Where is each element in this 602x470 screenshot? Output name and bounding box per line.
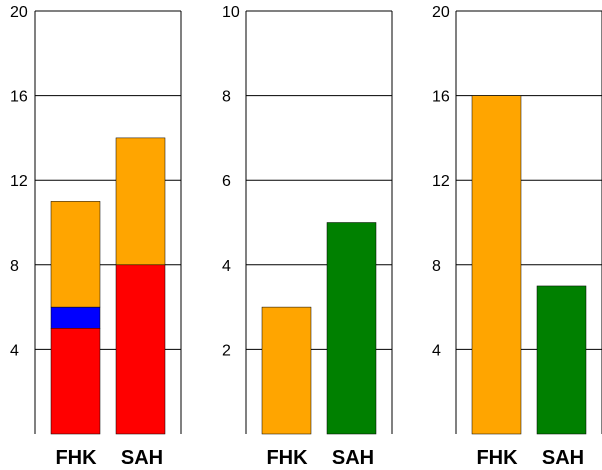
bar-sah-segment-3 [115, 137, 166, 266]
x-category-label-fhk: FHK [266, 447, 308, 469]
bar-sah-segment-1 [326, 222, 377, 435]
y-tick-label-4: 4 [432, 342, 441, 359]
bar-sah-segment-1 [536, 285, 587, 435]
chart-panel-2: 2 4 6 8 10 FHK SAH [222, 4, 393, 469]
y-tick-label-8: 8 [432, 258, 441, 275]
x-category-label-sah: SAH [542, 447, 584, 469]
y-tick-label-16: 16 [10, 89, 28, 106]
y-tick-label-12: 12 [432, 173, 450, 190]
bar-fhk-segment-2 [50, 306, 101, 329]
y-tick-label-20: 20 [432, 4, 450, 21]
x-category-label-fhk: FHK [55, 447, 97, 469]
chart-panel-1: 4 8 12 16 20 FHK SAH [10, 4, 182, 469]
bar-sah-segment-1 [115, 264, 166, 435]
y-tick-label-16: 16 [432, 89, 450, 106]
bar-fhk-segment-1 [50, 328, 101, 435]
x-category-label-fhk: FHK [476, 447, 518, 469]
chart-panel-3: 4 8 12 16 20 FHK SAH [432, 4, 602, 469]
y-tick-label-20: 20 [10, 4, 28, 21]
y-tick-label-12: 12 [10, 173, 28, 190]
y-tick-label-6: 6 [222, 173, 231, 190]
y-tick-label-4: 4 [10, 342, 19, 359]
y-tick-label-4: 4 [222, 258, 231, 275]
x-category-label-sah: SAH [121, 447, 163, 469]
bar-fhk-segment-3 [50, 201, 101, 308]
bar-fhk-segment-1 [261, 306, 312, 435]
y-tick-label-8: 8 [10, 258, 19, 275]
bar-fhk-segment-1 [471, 95, 522, 435]
x-category-label-sah: SAH [332, 447, 374, 469]
y-tick-label-10: 10 [222, 4, 240, 21]
y-tick-label-8: 8 [222, 89, 231, 106]
y-tick-label-2: 2 [222, 342, 231, 359]
